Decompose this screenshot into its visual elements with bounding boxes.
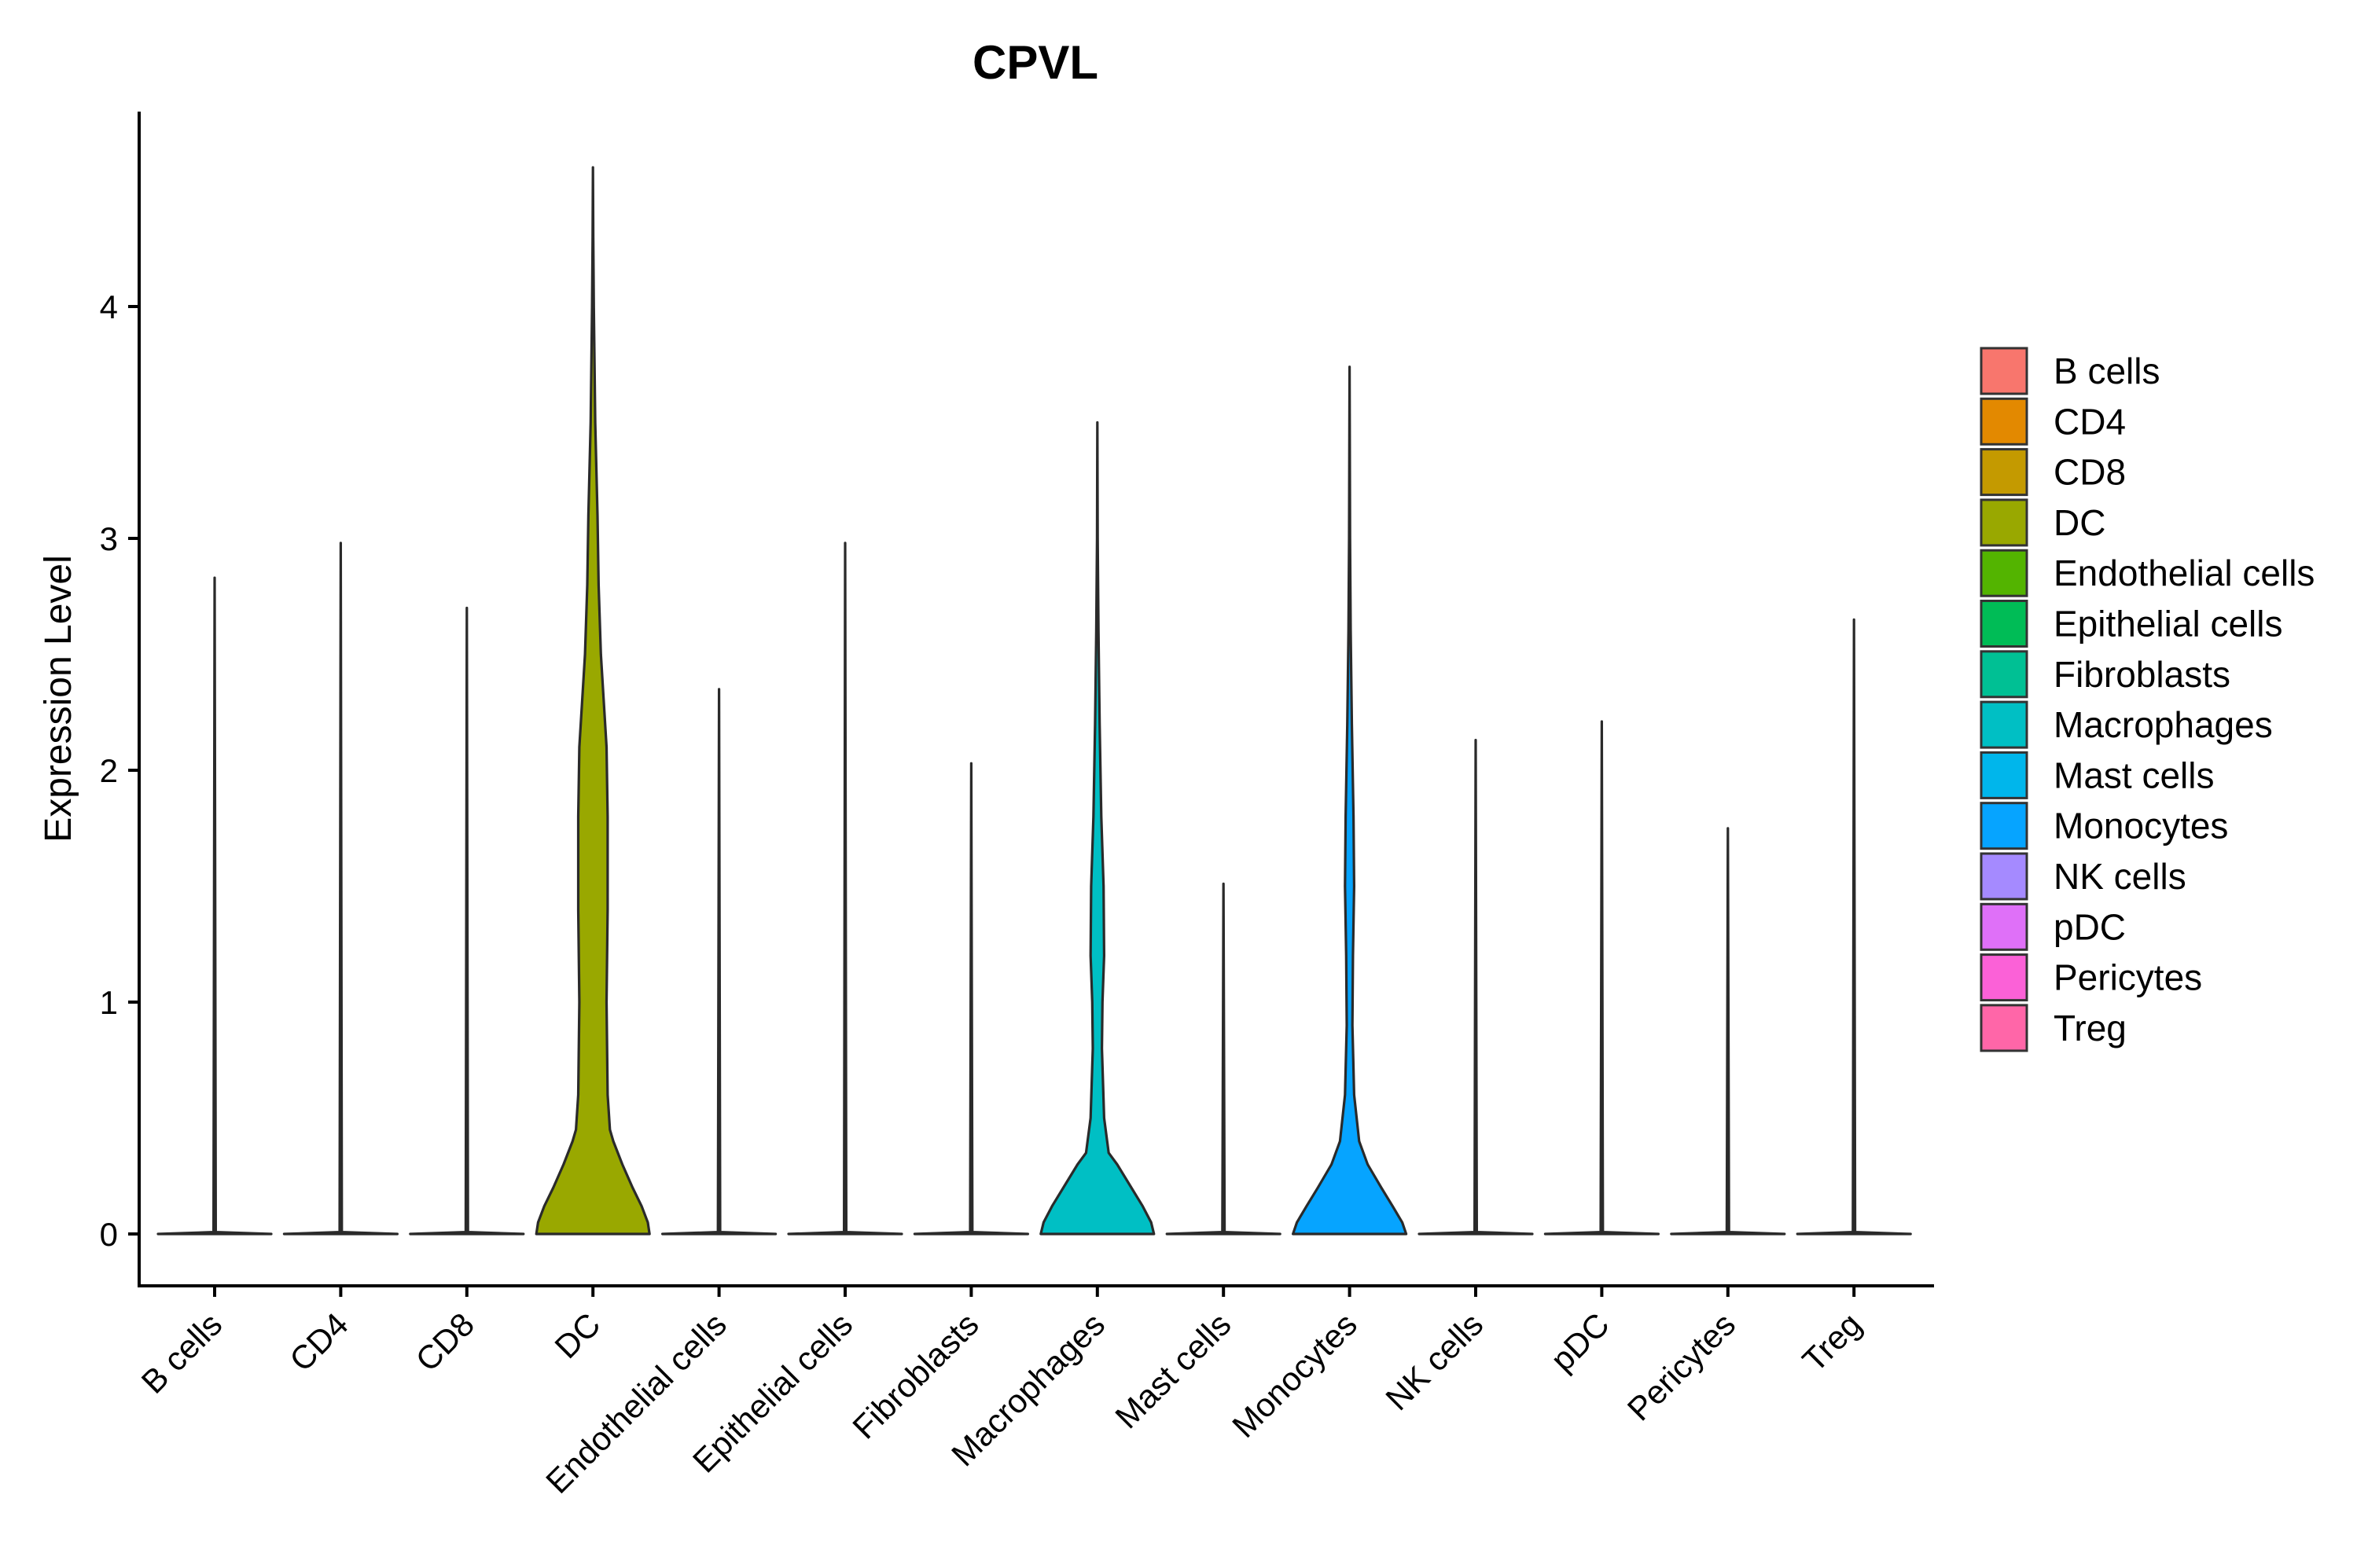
y-tick-label-2: 2 <box>100 752 118 789</box>
legend-swatch-macrophages <box>1980 700 2028 749</box>
legend-swatch-treg <box>1980 1004 2028 1052</box>
legend-swatch-pericytes <box>1980 953 2028 1002</box>
legend-label-treg: Treg <box>2054 1008 2127 1048</box>
x-tick-label-mast-cells: Mast cells <box>1108 1305 1237 1435</box>
violin-macrophages <box>1039 420 1156 1236</box>
legend-label-monocytes: Monocytes <box>2054 806 2228 846</box>
legend-label-endothelial-cells: Endothelial cells <box>2054 553 2315 593</box>
x-tick-label-fibroblasts: Fibroblasts <box>845 1305 985 1445</box>
violin-pericytes <box>1670 827 1786 1236</box>
violin-b-cells <box>156 576 273 1236</box>
legend-label-fibroblasts: Fibroblasts <box>2054 654 2230 695</box>
legend-swatch-dc <box>1980 498 2028 547</box>
legend-label-nk-cells: NK cells <box>2054 856 2186 897</box>
x-tick-label-nk-cells: NK cells <box>1378 1305 1490 1417</box>
violin-dc <box>535 166 651 1236</box>
x-tick-label-cd4: CD4 <box>282 1305 355 1379</box>
legend-swatch-mast-cells <box>1980 751 2028 799</box>
x-tick-label-pericytes: Pericytes <box>1620 1305 1742 1427</box>
x-tick-label-treg: Treg <box>1795 1305 1868 1379</box>
violin-cd4 <box>282 542 399 1236</box>
y-axis-label: Expression Level <box>38 555 79 843</box>
legend: B cells CD4 CD8 DC Endothelial cells Epitheli… <box>1980 347 2315 1052</box>
legend-swatch-fibroblasts <box>1980 650 2028 699</box>
legend-swatch-monocytes <box>1980 802 2028 850</box>
y-tick-label-3: 3 <box>100 520 118 557</box>
violin-pdc <box>1543 720 1660 1236</box>
chart-title: CPVL <box>973 36 1098 89</box>
legend-label-mast-cells: Mast cells <box>2054 755 2214 795</box>
violin-monocytes <box>1292 365 1408 1236</box>
y-tick-label-1: 1 <box>100 984 118 1021</box>
violin-cd8 <box>409 606 525 1236</box>
legend-swatch-pdc <box>1980 902 2028 951</box>
y-tick-label-0: 0 <box>100 1216 118 1253</box>
legend-label-pericytes: Pericytes <box>2054 957 2202 998</box>
x-tick-label-monocytes: Monocytes <box>1225 1305 1364 1445</box>
violin-fibroblasts <box>913 762 1029 1236</box>
legend-label-epithelial-cells: Epithelial cells <box>2054 604 2282 644</box>
legend-swatch-endothelial-cells <box>1980 549 2028 597</box>
violins-group <box>156 166 1912 1236</box>
legend-label-cd4: CD4 <box>2054 401 2126 442</box>
violin-endothelial-cells <box>661 688 778 1236</box>
x-tick-label-pdc: pDC <box>1543 1305 1616 1379</box>
y-ticks: 0 1 2 3 4 <box>100 288 139 1253</box>
violin-epithelial-cells <box>787 542 903 1236</box>
legend-label-cd8: CD8 <box>2054 452 2126 493</box>
legend-swatch-nk-cells <box>1980 852 2028 901</box>
legend-swatch-b-cells <box>1980 347 2028 395</box>
legend-swatch-epithelial-cells <box>1980 600 2028 648</box>
legend-label-macrophages: Macrophages <box>2054 704 2273 745</box>
x-tick-label-cd8: CD8 <box>409 1305 482 1379</box>
violin-mast-cells <box>1165 882 1281 1236</box>
violin-treg <box>1796 618 1912 1236</box>
legend-label-b-cells: B cells <box>2054 351 2160 391</box>
violin-nk-cells <box>1417 739 1534 1236</box>
y-tick-label-4: 4 <box>100 288 118 325</box>
x-tick-label-b-cells: B cells <box>134 1305 230 1401</box>
legend-label-pdc: pDC <box>2054 906 2126 947</box>
x-tick-label-dc: DC <box>547 1305 607 1365</box>
legend-swatch-cd4 <box>1980 397 2028 446</box>
legend-label-dc: DC <box>2054 502 2105 543</box>
legend-swatch-cd8 <box>1980 448 2028 497</box>
